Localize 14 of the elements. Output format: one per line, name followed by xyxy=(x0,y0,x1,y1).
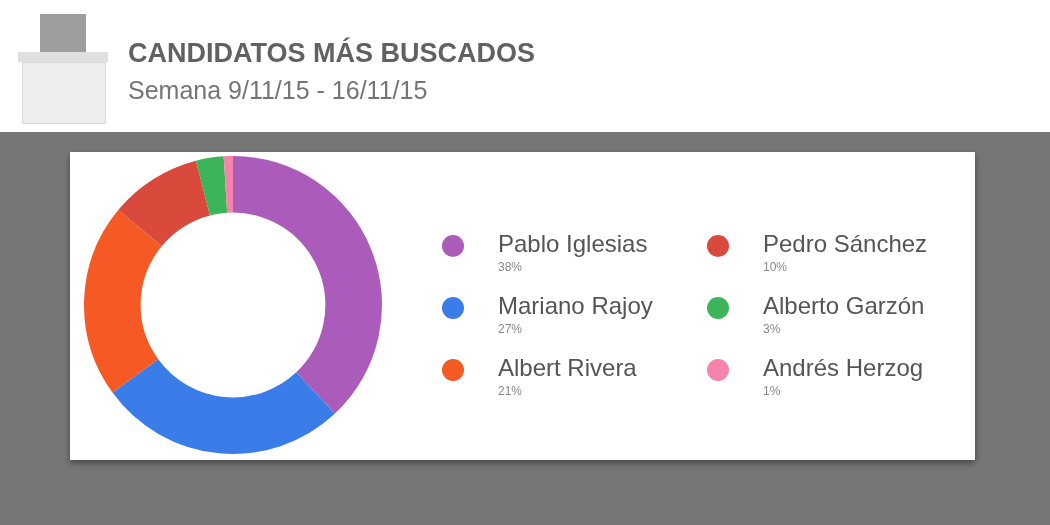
legend-label: Pablo Iglesias xyxy=(498,230,648,258)
data-label: 27% xyxy=(498,322,524,336)
chart-subtitle: Semana 9/11/15 - 16/11/15 xyxy=(128,76,428,105)
data-label: 21% xyxy=(498,384,524,398)
data-label: 10% xyxy=(763,260,789,274)
data-label: 38% xyxy=(498,260,524,274)
legend-label: Mariano Rajoy xyxy=(498,292,653,320)
legend-label: Pedro Sánchez xyxy=(763,230,928,258)
chart-title: CANDIDATOS MÁS BUSCADOS xyxy=(128,38,536,69)
data-label: 3% xyxy=(763,322,782,336)
legend-label: Alberto Garzón xyxy=(763,292,925,320)
data-label: 1% xyxy=(763,384,782,398)
legend-label: Albert Rivera xyxy=(498,354,637,382)
legend-label: Andrés Herzog xyxy=(763,354,924,382)
